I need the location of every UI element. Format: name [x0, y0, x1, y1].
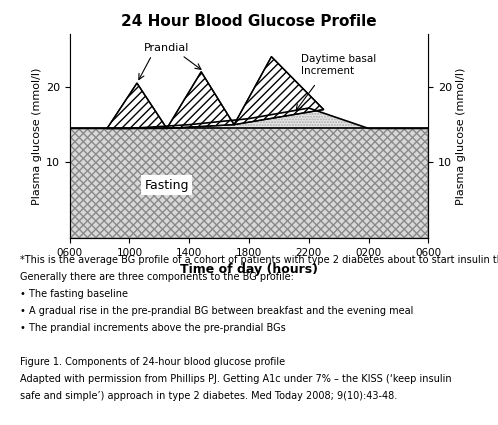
X-axis label: Time of day (hours): Time of day (hours) [180, 263, 318, 276]
Text: Adapted with permission from Phillips PJ. Getting A1c under 7% – the KISS (‘keep: Adapted with permission from Phillips PJ… [20, 374, 452, 384]
Text: • The fasting baseline: • The fasting baseline [20, 289, 128, 299]
Text: Figure 1. Components of 24-hour blood glucose profile: Figure 1. Components of 24-hour blood gl… [20, 357, 285, 367]
Polygon shape [70, 34, 428, 128]
Text: *This is the average BG profile of a cohort of patients with type 2 diabetes abo: *This is the average BG profile of a coh… [20, 255, 498, 265]
Text: Generally there are three components to the BG profile:: Generally there are three components to … [20, 272, 294, 282]
Text: • A gradual rise in the pre-prandial BG between breakfast and the evening meal: • A gradual rise in the pre-prandial BG … [20, 306, 413, 316]
Text: Prandial: Prandial [144, 43, 190, 53]
Polygon shape [167, 72, 234, 128]
Polygon shape [70, 108, 428, 128]
Text: safe and simple’) approach in type 2 diabetes. Med Today 2008; 9(10):43-48.: safe and simple’) approach in type 2 dia… [20, 391, 397, 401]
Text: Daytime basal
Increment: Daytime basal Increment [301, 54, 376, 76]
Y-axis label: Plasma glucose (mmol/l): Plasma glucose (mmol/l) [32, 67, 42, 205]
Polygon shape [107, 83, 167, 128]
Polygon shape [70, 34, 428, 238]
Y-axis label: Plasma glucose (mmol/l): Plasma glucose (mmol/l) [456, 67, 466, 205]
Text: • The prandial increments above the pre-prandial BGs: • The prandial increments above the pre-… [20, 323, 286, 333]
Polygon shape [234, 57, 324, 125]
Title: 24 Hour Blood Glucose Profile: 24 Hour Blood Glucose Profile [121, 14, 377, 28]
Text: Fasting: Fasting [144, 178, 189, 192]
